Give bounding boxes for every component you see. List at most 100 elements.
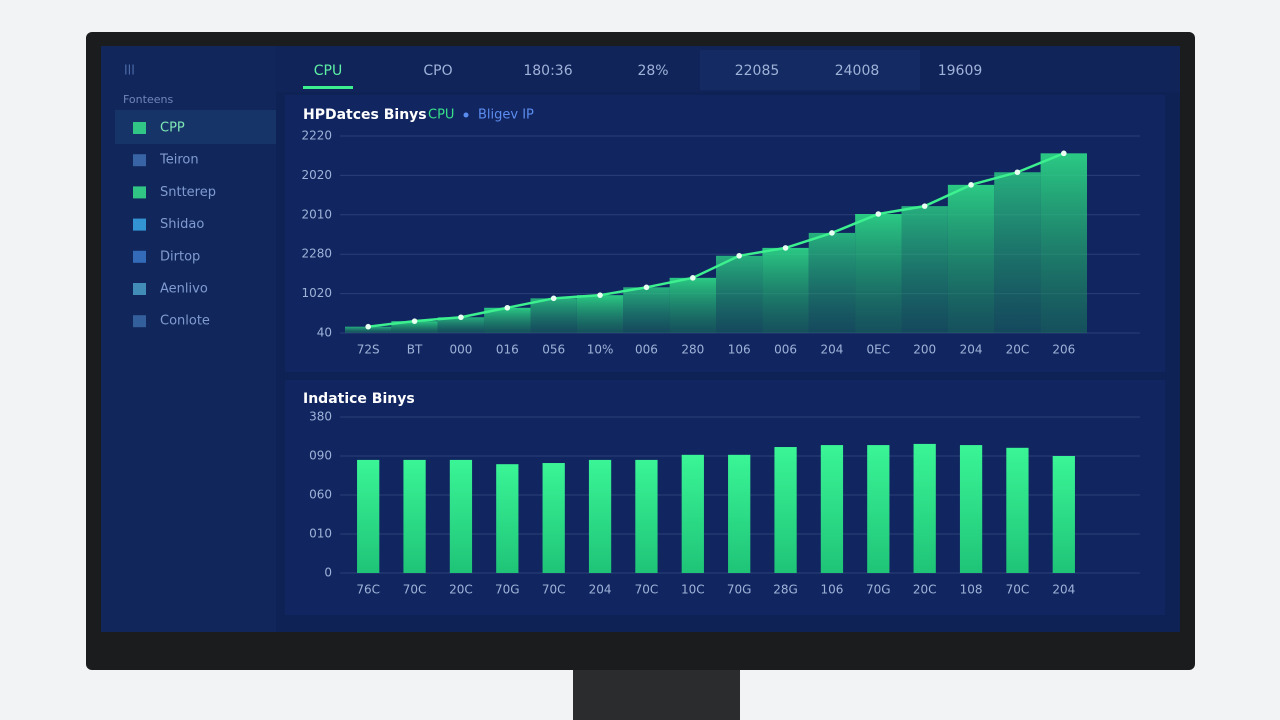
bar	[1006, 447, 1029, 573]
tab-highlight	[700, 50, 920, 90]
point	[921, 203, 928, 209]
tab[interactable]: 24008	[835, 63, 880, 79]
sidebar-item[interactable]: Sntterep	[160, 185, 216, 200]
y-tick-label: 2020	[301, 168, 332, 182]
bar	[403, 459, 426, 573]
x-tick-label: 006	[635, 343, 658, 357]
area-column	[762, 247, 809, 333]
area-column	[1040, 153, 1087, 333]
x-tick-label: 28G	[773, 583, 798, 597]
bar	[449, 459, 473, 573]
tab[interactable]: 22085	[735, 63, 780, 79]
sidebar-icon	[133, 315, 146, 328]
x-tick-label: 70C	[635, 583, 659, 597]
bar	[635, 459, 658, 573]
x-tick-label: 72S	[357, 343, 380, 357]
legend-label: Bligev IP	[478, 108, 534, 123]
bar	[913, 443, 936, 573]
area-column	[437, 317, 485, 333]
sidebar-item[interactable]: Aenlivo	[160, 282, 208, 297]
tab[interactable]: 180:36	[523, 63, 572, 79]
y-tick-label: 060	[309, 488, 332, 502]
tab[interactable]: CPU	[314, 63, 342, 79]
x-tick-label: 200	[913, 343, 936, 357]
legend-dot	[463, 112, 469, 118]
tab-underline	[303, 86, 353, 89]
tab[interactable]: 28%	[637, 63, 668, 79]
y-tick-label: 2280	[301, 247, 332, 261]
x-tick-label: 204	[589, 583, 612, 597]
x-tick-label: 70C	[542, 583, 566, 597]
x-tick-label: 10C	[681, 583, 705, 597]
x-tick-label: 0EC	[867, 343, 891, 357]
area-column	[669, 277, 716, 333]
y-tick-label: 2010	[301, 207, 332, 221]
tab[interactable]: CPO	[423, 63, 452, 79]
charts: HPDatces Binys CPU Bligev IP 40 1020 2280 2010…	[301, 107, 1140, 597]
y-tick-label: 0	[324, 566, 332, 580]
y-tick-label: 1020	[301, 286, 332, 300]
bar	[542, 463, 565, 573]
x-tick-label: 20C	[913, 583, 937, 597]
x-tick-label: 280	[681, 343, 704, 357]
x-tick-label: 70G	[495, 583, 520, 597]
x-tick-label: 056	[542, 343, 565, 357]
sidebar-item[interactable]: CPP	[160, 121, 185, 136]
x-tick-label: 106	[728, 343, 751, 357]
area-column	[716, 255, 763, 333]
x-tick-label: 70G	[727, 583, 752, 597]
menu-icon[interactable]: lll	[124, 64, 135, 79]
line	[368, 152, 1065, 328]
point	[736, 252, 742, 259]
point	[643, 284, 650, 291]
area-column	[855, 214, 902, 333]
x-tick-label: 204	[960, 343, 983, 357]
x-tick-label: 10%	[587, 343, 614, 357]
x-tick-label: 106	[820, 583, 843, 597]
x-tick-label: 000	[449, 343, 472, 357]
sidebar-icon	[133, 283, 146, 295]
x-tick-label: 70C	[403, 583, 427, 597]
tab[interactable]: 19609	[938, 63, 983, 79]
sidebar-item[interactable]: Teiron	[159, 153, 199, 168]
x-tick-label: 006	[774, 343, 797, 357]
monitor-stand	[573, 665, 740, 720]
sidebar-item[interactable]: Dirtop	[160, 249, 200, 264]
area-column	[808, 232, 856, 333]
area-column	[623, 287, 670, 333]
y-tick-label: 090	[309, 449, 332, 463]
x-tick-label: 206	[1052, 343, 1075, 357]
y-tick-label: 380	[309, 410, 332, 424]
area-column	[391, 321, 438, 333]
bar	[774, 447, 797, 573]
bar	[357, 459, 380, 573]
point	[1014, 169, 1021, 176]
sidebar-header: Fonteens	[123, 93, 173, 106]
sidebar-item[interactable]: Shidao	[160, 217, 204, 232]
sidebar-icon	[133, 154, 146, 167]
sidebar-icon	[133, 218, 146, 231]
y-tick-label: 40	[317, 326, 332, 340]
sidebar-item[interactable]: Conlote	[160, 314, 210, 329]
area-column	[994, 172, 1041, 333]
point	[458, 314, 464, 321]
point	[550, 295, 557, 302]
x-tick-label: 204	[1052, 583, 1075, 597]
sidebar-icon	[133, 186, 146, 199]
bar	[728, 454, 751, 573]
point	[968, 182, 974, 188]
x-tick-label: 70C	[1006, 583, 1030, 597]
point	[597, 292, 603, 298]
bar	[496, 464, 519, 573]
sidebar-items: CPP Teiron Sntterep Shidao Dirtop Aenlivo Conl…	[133, 121, 216, 329]
point	[782, 245, 789, 251]
sidebar-icon	[133, 122, 146, 134]
x-tick-label: 20C	[449, 583, 473, 597]
x-tick-label: 70G	[866, 583, 891, 597]
bar	[959, 445, 983, 573]
tabs: CPU CPO 180:36 28% 22085 24008 19609	[303, 63, 982, 89]
x-tick-label: 204	[820, 343, 843, 357]
bar	[681, 454, 704, 573]
sidebar-icon	[133, 250, 146, 263]
